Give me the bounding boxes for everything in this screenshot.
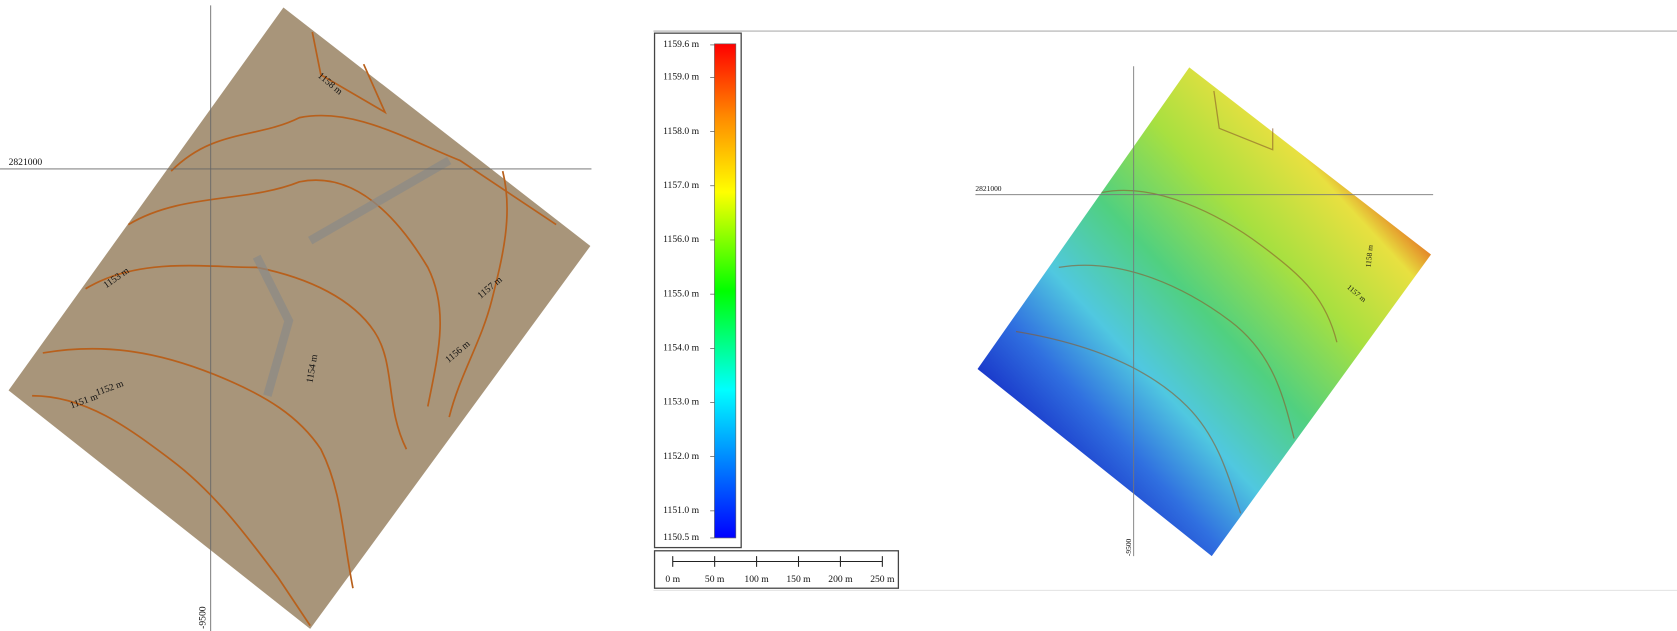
legend-label: 1159.6 m <box>663 39 699 50</box>
legend-label: 1153.0 m <box>663 397 699 408</box>
scale-label: 150 m <box>786 574 811 585</box>
grid-label: 2821000 <box>975 184 1001 193</box>
legend-label: 1156.0 m <box>663 234 699 245</box>
scale-label: 50 m <box>705 574 725 585</box>
scale-label: 200 m <box>828 574 853 585</box>
legend-label: 1155.0 m <box>663 288 699 299</box>
color-bar <box>714 44 735 538</box>
legend-label: 1151.0 m <box>663 505 699 516</box>
page: 2821000 -9500 1158 m 1153 m 1152 m 1151 … <box>0 0 1677 631</box>
legend-label: 1157.0 m <box>663 180 699 191</box>
elevation-model <box>978 67 1431 556</box>
grid-label: 2821000 <box>9 157 43 168</box>
scale-label: 100 m <box>744 574 769 585</box>
scale-label: 0 m <box>665 574 680 585</box>
grid-label: -9500 <box>1124 538 1133 556</box>
orthophoto <box>9 7 591 628</box>
scale-bar-box <box>655 551 899 588</box>
grid-label: -9500 <box>197 606 208 629</box>
map-view: 2821000 -9500 1158 m 1153 m 1152 m 1151 … <box>0 0 1677 631</box>
legend-label: 1150.5 m <box>663 532 699 543</box>
legend-label: 1152.0 m <box>663 451 699 462</box>
legend-label: 1159.0 m <box>663 72 699 83</box>
legend-label: 1158.0 m <box>663 126 699 137</box>
scale-label: 250 m <box>870 574 895 585</box>
legend-label: 1154.0 m <box>663 343 699 354</box>
